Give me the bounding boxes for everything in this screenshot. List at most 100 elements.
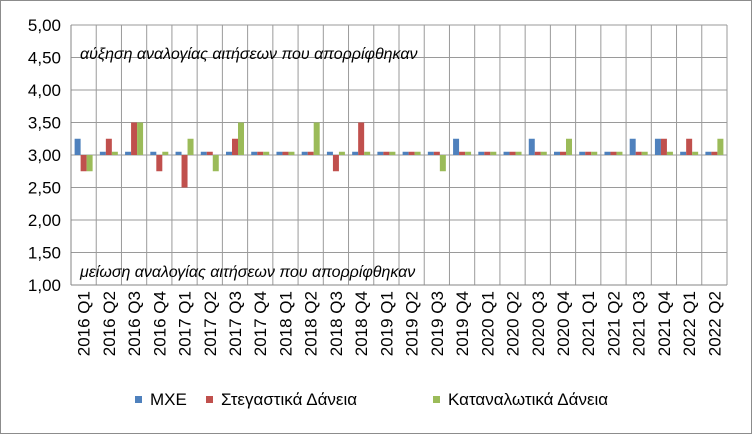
bar <box>125 151 132 155</box>
y-tick-label: 3,50 <box>28 114 61 133</box>
bar <box>540 151 547 155</box>
bar <box>187 138 194 155</box>
bar <box>534 151 541 155</box>
bar <box>566 138 572 155</box>
bar <box>377 151 384 155</box>
bar <box>181 155 188 188</box>
legend-label: Στεγαστικά Δάνεια <box>221 390 357 409</box>
bar <box>629 138 636 155</box>
bar <box>251 151 258 155</box>
bar <box>131 122 138 155</box>
legend-swatch <box>206 396 213 403</box>
bar <box>509 151 516 155</box>
annotation-top: αύξηση αναλογίας αιτήσεων που απορρίφθηκ… <box>80 46 417 63</box>
x-tick-label: 2020 Q4 <box>554 291 573 356</box>
bar <box>200 151 207 155</box>
bar <box>99 151 106 155</box>
x-tick-label: 2018 Q3 <box>327 291 346 356</box>
bar <box>711 151 718 155</box>
bar <box>288 151 295 155</box>
bar <box>610 151 617 155</box>
bar <box>585 151 592 155</box>
legend-label: Καταναλωτικά Δάνεια <box>448 390 608 409</box>
bar <box>453 138 460 155</box>
x-tick-labels: 2016 Q1 2016 Q2 2016 Q3 2016 Q4 2017 Q1 2017 … <box>75 291 725 356</box>
bar <box>515 151 522 155</box>
bar <box>301 151 308 155</box>
bar <box>364 151 371 155</box>
bar <box>383 151 390 155</box>
bar <box>459 151 466 155</box>
bar <box>490 151 497 155</box>
bar <box>439 155 446 172</box>
bar <box>591 151 598 155</box>
bar <box>175 151 182 155</box>
bar <box>80 155 87 172</box>
x-tick-label: 2022 Q2 <box>705 291 724 356</box>
x-tick-label: 2018 Q4 <box>352 291 371 356</box>
bar <box>616 151 623 155</box>
x-tick-label: 2019 Q3 <box>428 291 447 356</box>
x-tick-label: 2018 Q1 <box>276 291 295 356</box>
x-tick-label: 2021 Q2 <box>604 291 623 356</box>
bar <box>680 151 687 155</box>
x-tick-label: 2018 Q2 <box>302 291 321 356</box>
x-tick-label: 2019 Q4 <box>453 291 472 356</box>
x-tick-label: 2019 Q2 <box>403 291 422 356</box>
y-tick-label: 2,50 <box>28 179 61 198</box>
bar <box>635 151 642 155</box>
legend-swatch <box>135 396 142 403</box>
bar <box>528 138 535 155</box>
bar <box>263 151 270 155</box>
bar <box>282 151 289 155</box>
bar <box>307 151 314 155</box>
bar <box>433 151 440 155</box>
x-tick-label: 2021 Q4 <box>655 291 674 356</box>
bar <box>554 151 560 155</box>
x-tick-label: 2020 Q1 <box>478 291 497 356</box>
bar <box>465 151 472 155</box>
bar <box>660 138 667 155</box>
bar <box>692 151 699 155</box>
grid <box>70 24 728 286</box>
bars <box>74 122 724 188</box>
bar <box>427 151 434 155</box>
bar <box>641 151 648 155</box>
x-tick-label: 2021 Q1 <box>579 291 598 356</box>
bar <box>111 151 118 155</box>
x-tick-label: 2017 Q1 <box>176 291 195 356</box>
legend-label: ΜΧΕ <box>150 390 187 409</box>
bar <box>226 151 232 155</box>
bar <box>276 151 283 155</box>
x-tick-label: 2022 Q1 <box>680 291 699 356</box>
x-tick-label: 2016 Q2 <box>100 291 119 356</box>
legend-swatch <box>433 396 440 403</box>
bar <box>105 138 112 155</box>
bar <box>313 122 320 155</box>
bar <box>686 138 693 155</box>
y-tick-label: 1,00 <box>28 276 61 295</box>
x-tick-label: 2017 Q2 <box>201 291 220 356</box>
bar <box>332 155 339 172</box>
bar <box>257 151 264 155</box>
bar <box>402 151 409 155</box>
bar <box>358 122 365 155</box>
y-tick-label: 4,50 <box>28 49 61 68</box>
bar <box>705 151 712 155</box>
legend: ΜΧΕ Στεγαστικά Δάνεια Καταναλωτικά Δάνεια <box>135 390 608 409</box>
axes <box>70 25 727 286</box>
bar <box>74 138 81 155</box>
bar <box>86 155 93 172</box>
bar <box>156 155 163 172</box>
bar <box>503 151 510 155</box>
y-tick-label: 4,00 <box>28 81 61 100</box>
bar <box>212 155 219 172</box>
bar <box>560 151 566 155</box>
bar <box>414 151 421 155</box>
bar <box>666 151 673 155</box>
x-tick-label: 2016 Q3 <box>125 291 144 356</box>
x-tick-label: 2017 Q3 <box>226 291 245 356</box>
bar <box>717 138 724 155</box>
